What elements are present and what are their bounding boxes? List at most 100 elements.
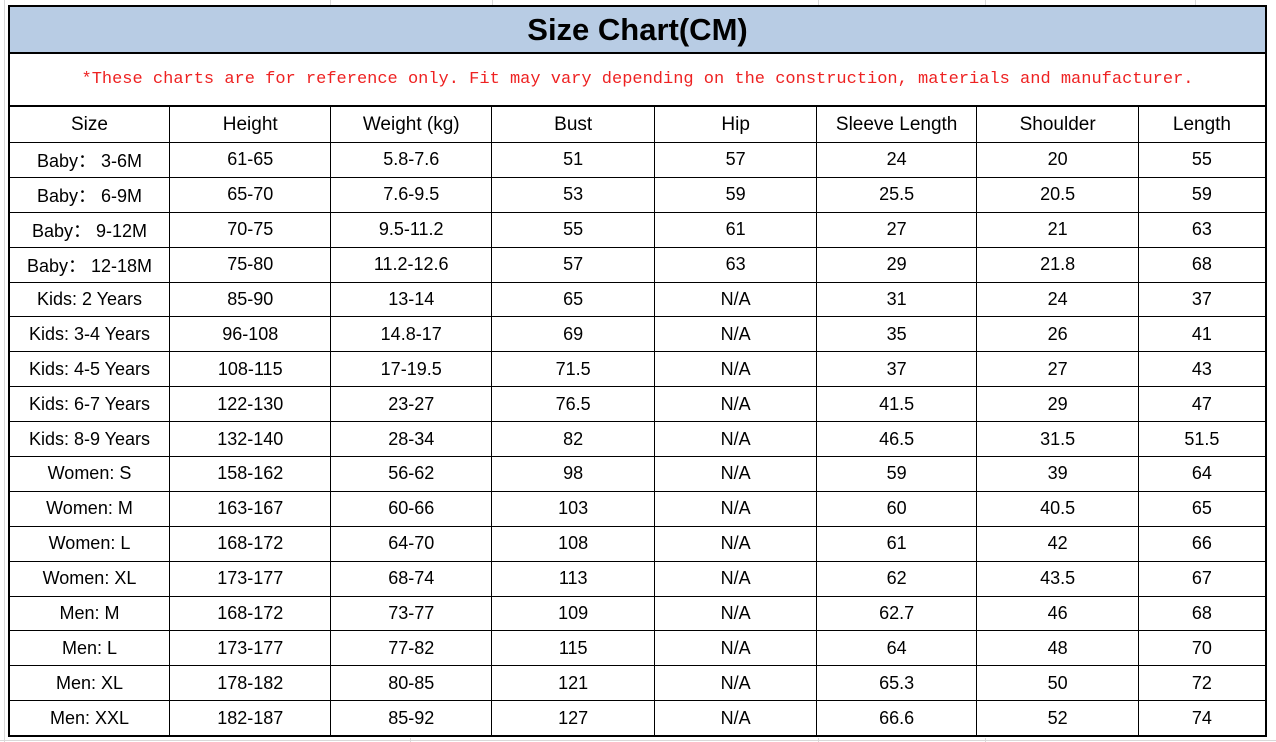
table-row: Kids: 2 Years 85-90 13-14 65 N/A 31 24 37 — [10, 281, 1265, 318]
header-cell-hip: Hip — [654, 107, 817, 143]
table-cell: Men: L — [10, 630, 170, 667]
table-cell: N/A — [654, 421, 817, 458]
table-cell: 65 — [1137, 490, 1265, 527]
table-row: Men: M 168-172 73-77 109 N/A 62.7 46 68 — [10, 595, 1265, 632]
table-cell: N/A — [654, 316, 817, 353]
table-cell: 37 — [1137, 281, 1265, 318]
disclaimer-text: *These charts are for reference only. Fi… — [81, 70, 1194, 89]
table-cell: 109 — [490, 595, 656, 632]
table-row: Men: XL 178-182 80-85 121 N/A 65.3 50 72 — [10, 665, 1265, 702]
header-cell-length: Length — [1137, 107, 1265, 143]
table-cell: 46.5 — [815, 421, 978, 458]
table-cell: 41.5 — [815, 386, 978, 423]
table-cell: 17-19.5 — [330, 351, 492, 388]
table-row: Baby： 9-12M 70-75 9.5-11.2 55 61 27 21 63 — [10, 211, 1265, 248]
table-row: Women: L 168-172 64-70 108 N/A 61 42 66 — [10, 525, 1265, 562]
table-cell: 5.8-7.6 — [330, 142, 492, 178]
table-cell: Women: L — [10, 525, 170, 562]
table-cell: 50 — [976, 665, 1139, 702]
table-cell: 60-66 — [330, 490, 492, 527]
table-cell: Kids: 6-7 Years — [10, 386, 170, 423]
header-cell-size: Size — [10, 107, 170, 143]
table-cell: 168-172 — [168, 525, 332, 562]
table-cell: 173-177 — [168, 630, 332, 667]
table-cell: 74 — [1137, 700, 1265, 736]
table-cell: 41 — [1137, 316, 1265, 353]
table-row: Kids: 6-7 Years 122-130 23-27 76.5 N/A 41.5 29… — [10, 386, 1265, 423]
table-cell: Women: M — [10, 490, 170, 527]
table-cell: 31 — [815, 281, 978, 318]
size-table: Size Height Weight (kg) Bust Hip Sleeve Lengt… — [10, 107, 1265, 736]
table-cell: 63 — [1137, 211, 1265, 248]
table-cell: 64 — [815, 630, 978, 667]
table-cell: 115 — [490, 630, 656, 667]
table-cell: 14.8-17 — [330, 316, 492, 353]
table-cell: 11.2-12.6 — [330, 246, 492, 283]
table-cell: 85-92 — [330, 700, 492, 736]
table-cell: 63 — [654, 246, 817, 283]
table-cell: 108-115 — [168, 351, 332, 388]
table-cell: 182-187 — [168, 700, 332, 736]
table-cell: 82 — [490, 421, 656, 458]
table-cell: Baby： 9-12M — [10, 211, 170, 248]
table-cell: 61 — [815, 525, 978, 562]
table-cell: 31.5 — [976, 421, 1139, 458]
table-cell: 57 — [654, 142, 817, 178]
table-row: Men: L 173-177 77-82 115 N/A 64 48 70 — [10, 630, 1265, 667]
table-cell: Women: S — [10, 456, 170, 492]
table-cell: 27 — [815, 211, 978, 248]
table-cell: 59 — [1137, 176, 1265, 213]
gridline — [4, 0, 5, 742]
table-cell: 76.5 — [490, 386, 656, 423]
table-cell: 108 — [490, 525, 656, 562]
header-cell-bust: Bust — [490, 107, 656, 143]
table-cell: 51 — [490, 142, 656, 178]
table-cell: 61-65 — [168, 142, 332, 178]
table-cell: 80-85 — [330, 665, 492, 702]
table-header-row: Size Height Weight (kg) Bust Hip Sleeve Lengt… — [10, 107, 1265, 143]
chart-title: Size Chart(CM) — [527, 11, 748, 47]
table-cell: 51.5 — [1137, 421, 1265, 458]
table-cell: Men: M — [10, 595, 170, 632]
table-cell: 103 — [490, 490, 656, 527]
table-cell: 127 — [490, 700, 656, 736]
chart-title-bar: Size Chart(CM) — [10, 7, 1265, 54]
table-row: Baby： 3-6M 61-65 5.8-7.6 51 57 24 20 55 — [10, 142, 1265, 178]
gridline — [985, 0, 986, 5]
table-cell: 64-70 — [330, 525, 492, 562]
table-cell: 55 — [1137, 142, 1265, 178]
table-cell: 39 — [976, 456, 1139, 492]
table-row: Baby： 12-18M 75-80 11.2-12.6 57 63 29 21.8 68 — [10, 246, 1265, 283]
table-cell: 7.6-9.5 — [330, 176, 492, 213]
table-cell: Baby： 12-18M — [10, 246, 170, 283]
header-cell-height: Height — [168, 107, 332, 143]
table-cell: 9.5-11.2 — [330, 211, 492, 248]
table-cell: 61 — [654, 211, 817, 248]
table-cell: 70-75 — [168, 211, 332, 248]
table-cell: 59 — [815, 456, 978, 492]
table-row: Kids: 8-9 Years 132-140 28-34 82 N/A 46.5 31.5… — [10, 421, 1265, 458]
table-cell: 37 — [815, 351, 978, 388]
table-cell: 73-77 — [330, 595, 492, 632]
header-cell-sleeve-length: Sleeve Length — [815, 107, 978, 143]
table-cell: Baby： 6-9M — [10, 176, 170, 213]
table-cell: 20 — [976, 142, 1139, 178]
table-cell: 173-177 — [168, 560, 332, 597]
table-cell: 48 — [976, 630, 1139, 667]
table-cell: Kids: 4-5 Years — [10, 351, 170, 388]
table-row: Kids: 4-5 Years 108-115 17-19.5 71.5 N/A 37 27… — [10, 351, 1265, 388]
table-cell: N/A — [654, 630, 817, 667]
table-cell: 168-172 — [168, 595, 332, 632]
table-cell: 25.5 — [815, 176, 978, 213]
table-cell: Kids: 8-9 Years — [10, 421, 170, 458]
table-cell: 96-108 — [168, 316, 332, 353]
table-cell: Men: XXL — [10, 700, 170, 736]
table-cell: 85-90 — [168, 281, 332, 318]
table-cell: 29 — [976, 386, 1139, 423]
table-cell: N/A — [654, 700, 817, 736]
table-cell: N/A — [654, 595, 817, 632]
table-cell: 40.5 — [976, 490, 1139, 527]
table-cell: 28-34 — [330, 421, 492, 458]
table-cell: 64 — [1137, 456, 1265, 492]
table-cell: 24 — [976, 281, 1139, 318]
